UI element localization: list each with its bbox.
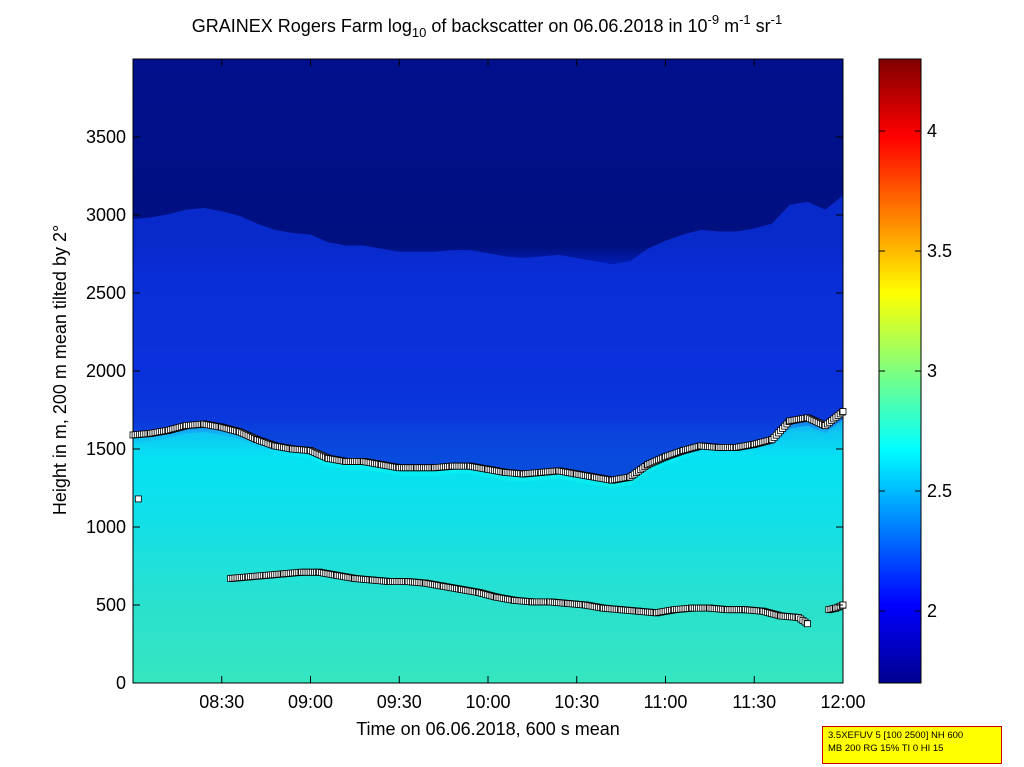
- x-axis: 08:30 09:00 09:30 10:00 10:30 11:00 11:30 12:00: [199, 59, 866, 712]
- y-axis: 0 500 1000 1500 2000 2500 3000 3500: [86, 127, 843, 693]
- lower-layer-markers: [227, 568, 847, 628]
- upper-layer-marker: [839, 408, 847, 415]
- y-axis-label: Height in m, 200 m mean tilted by 2°: [50, 225, 70, 515]
- x-tick-label: 11:00: [644, 692, 688, 712]
- y-tick-label: 1500: [86, 439, 126, 459]
- x-tick-label: 10:00: [465, 692, 510, 712]
- y-tick-label: 2000: [86, 361, 126, 381]
- upper-layer-marker: [134, 495, 142, 503]
- x-tick-label: 11:30: [732, 692, 776, 712]
- y-tick-label: 2500: [86, 283, 126, 303]
- y-tick-label: 3500: [86, 127, 126, 147]
- y-tick-label: 1000: [86, 517, 126, 537]
- upper-layer-markers: [129, 408, 847, 503]
- x-tick-label: 10:30: [554, 692, 599, 712]
- colorbar-tick-label: 2.5: [927, 481, 952, 501]
- y-tick-label: 3000: [86, 205, 126, 225]
- colorbar-axis: 2 2.5 3 3.5 4: [879, 121, 952, 621]
- info-line-2: MB 200 RG 15% TI 0 HI 15: [828, 743, 944, 754]
- heatmap-field: [133, 59, 843, 683]
- aerosol-layer-band: [133, 419, 843, 683]
- x-tick-label: 09:30: [377, 692, 422, 712]
- x-tick-label: 09:00: [288, 692, 333, 712]
- y-tick-label: 0: [116, 673, 126, 693]
- lower-layer-marker: [804, 620, 811, 628]
- info-line-1: 3.5XEFUV 5 [100 2500] NH 600: [828, 730, 964, 741]
- boundary-layer-top-band: [133, 195, 843, 479]
- x-axis-label: Time on 06.06.2018, 600 s mean: [356, 719, 620, 739]
- colorbar-tick-label: 4: [927, 121, 937, 141]
- x-tick-label: 12:00: [820, 692, 865, 712]
- chart-title: GRAINEX Rogers Farm log10 of backscatter…: [192, 12, 782, 40]
- colorbar: [878, 58, 922, 684]
- colorbar-tick-label: 3.5: [927, 241, 952, 261]
- processing-info-box: 3.5XEFUV 5 [100 2500] NH 600 MB 200 RG 1…: [822, 726, 1002, 764]
- x-tick-label: 08:30: [199, 692, 244, 712]
- colorbar-tick-label: 3: [927, 361, 937, 381]
- y-tick-label: 500: [96, 595, 126, 615]
- colorbar-tick-label: 2: [927, 601, 937, 621]
